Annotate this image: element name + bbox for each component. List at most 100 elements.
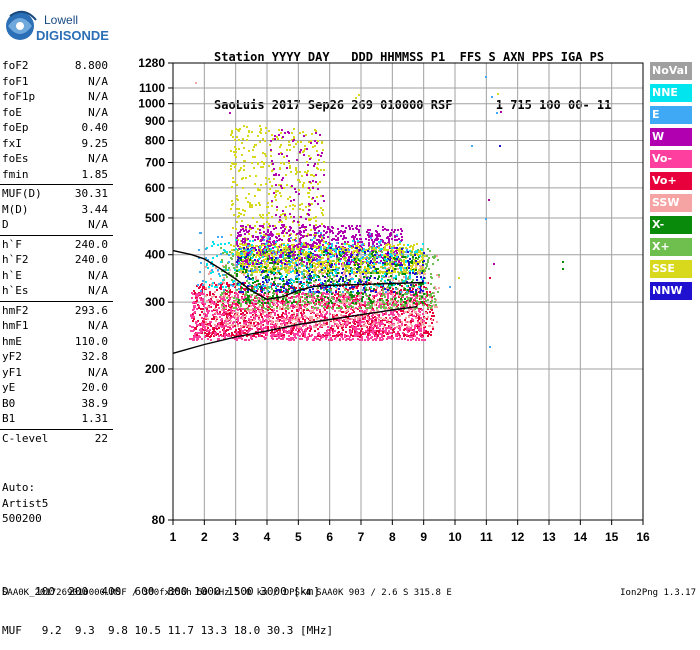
- echo-point: [327, 264, 329, 266]
- echo-point: [259, 189, 261, 191]
- echo-point: [372, 295, 374, 297]
- echo-point: [388, 238, 390, 240]
- echo-point: [251, 338, 253, 340]
- echo-point: [318, 159, 320, 161]
- echo-point: [397, 244, 399, 246]
- echo-point: [255, 175, 257, 177]
- echo-point: [345, 295, 347, 297]
- echo-point: [411, 325, 413, 327]
- echo-point: [260, 240, 262, 242]
- echo-point: [361, 321, 363, 323]
- echo-point: [272, 225, 274, 227]
- echo-point: [312, 298, 314, 300]
- echo-point: [237, 245, 239, 247]
- echo-point: [290, 337, 292, 339]
- echo-point: [297, 334, 299, 336]
- echo-point: [376, 337, 378, 339]
- echo-point: [295, 173, 297, 175]
- echo-point: [400, 228, 402, 230]
- echo-point: [410, 329, 412, 331]
- echo-point: [436, 274, 438, 276]
- echo-point: [237, 129, 239, 131]
- echo-point: [318, 317, 320, 319]
- echo-point: [320, 240, 322, 242]
- echo-point: [351, 326, 353, 328]
- echo-point: [258, 310, 260, 312]
- echo-point: [409, 304, 411, 306]
- echo-point: [285, 226, 287, 228]
- echo-point: [322, 316, 324, 318]
- echo-point: [265, 127, 267, 129]
- echo-point: [260, 249, 262, 251]
- echo-point: [396, 239, 398, 241]
- echo-point: [260, 166, 262, 168]
- echo-point: [316, 254, 318, 256]
- echo-point: [391, 238, 393, 240]
- echo-point: [240, 234, 242, 236]
- echo-point: [372, 241, 374, 243]
- echo-point: [403, 270, 405, 272]
- echo-point: [324, 246, 326, 248]
- echo-point: [309, 293, 311, 295]
- echo-point: [334, 253, 336, 255]
- echo-point: [405, 321, 407, 323]
- echo-point: [267, 234, 269, 236]
- echo-point: [251, 328, 253, 330]
- echo-point: [201, 311, 203, 313]
- echo-point: [383, 335, 385, 337]
- echo-point: [212, 327, 214, 329]
- echo-point: [296, 171, 298, 173]
- x-tick-label: 8: [389, 530, 396, 544]
- echo-point: [288, 250, 290, 252]
- echo-point: [274, 330, 276, 332]
- echo-point: [189, 338, 191, 340]
- echo-point: [251, 265, 253, 267]
- echo-point: [356, 331, 358, 333]
- echo-point: [336, 319, 338, 321]
- echo-point: [412, 319, 414, 321]
- echo-point: [269, 188, 271, 190]
- echo-point: [390, 272, 392, 274]
- echo-point: [255, 144, 257, 146]
- echo-point: [363, 278, 365, 280]
- y-tick-label: 1280: [138, 56, 165, 70]
- echo-point: [227, 311, 229, 313]
- echo-point: [311, 133, 313, 135]
- echo-point: [271, 134, 273, 136]
- echo-point: [398, 280, 400, 282]
- echo-point: [348, 257, 350, 259]
- echo-point: [358, 229, 360, 231]
- echo-point: [360, 302, 362, 304]
- echo-point: [350, 339, 352, 341]
- echo-point: [327, 258, 329, 260]
- echo-point: [300, 306, 302, 308]
- echo-point: [342, 338, 344, 340]
- echo-point: [209, 329, 211, 331]
- echo-point: [404, 338, 406, 340]
- echo-point: [259, 225, 261, 227]
- echo-point: [353, 238, 355, 240]
- echo-point: [257, 236, 259, 238]
- x-tick-label: 5: [295, 530, 302, 544]
- echo-point: [311, 203, 313, 205]
- echo-point: [266, 206, 268, 208]
- echo-point: [304, 171, 306, 173]
- echo-point: [280, 252, 282, 254]
- echo-point: [316, 239, 318, 241]
- echo-point: [283, 235, 285, 237]
- echo-point: [386, 256, 388, 258]
- echo-point: [237, 317, 239, 319]
- echo-point: [359, 324, 361, 326]
- echo-point: [201, 317, 203, 319]
- echo-point: [310, 326, 312, 328]
- y-tick-label: 300: [145, 295, 165, 309]
- echo-point: [320, 296, 322, 298]
- echo-point: [207, 327, 209, 329]
- echo-point: [232, 326, 234, 328]
- echo-point: [359, 272, 361, 274]
- echo-point: [298, 309, 300, 311]
- echo-point: [401, 230, 403, 232]
- echo-point: [260, 326, 262, 328]
- echo-point: [322, 244, 324, 246]
- echo-point: [253, 167, 255, 169]
